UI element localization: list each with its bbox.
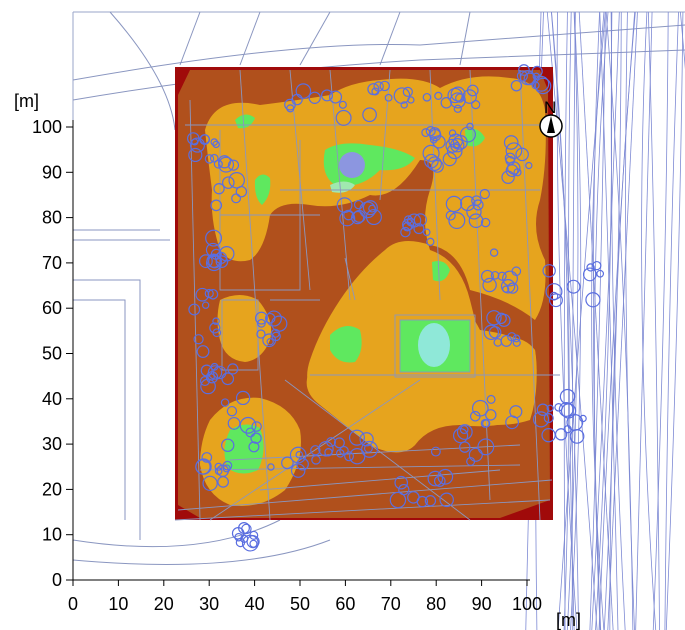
x-tick-label: 10 [108,594,128,614]
tree-cluster [188,287,222,358]
x-axis-unit-label: [m] [556,610,581,630]
street-line [568,11,575,630]
street-line [680,11,685,70]
x-tick-label: 20 [154,594,174,614]
y-tick-label: 80 [42,208,62,228]
y-tick-label: 40 [42,389,62,409]
tree-cluster [231,521,260,552]
street-line [591,11,605,630]
x-tick-label: 70 [381,594,401,614]
tree-cluster [425,122,476,153]
street-line [665,11,684,630]
street-line [570,11,582,630]
x-tick-label: 100 [512,594,542,614]
street-line [592,11,602,630]
x-tick-label: 40 [245,594,265,614]
tree-cluster [220,390,262,453]
tree-cluster [421,128,465,173]
tree-cluster [195,452,233,492]
tree-cluster [430,410,495,466]
tree-cluster [199,362,239,395]
x-tick-label: 60 [335,594,355,614]
tree-cluster [434,84,481,113]
tree-cluster [480,248,522,294]
tree-cluster [267,441,334,478]
tree-cluster [510,64,552,95]
street-line [652,11,669,630]
tree-cluster [445,188,491,230]
x-axis-ticks: 0 10 20 30 40 50 60 70 80 90 100 [68,580,542,614]
tree-clusters [187,64,605,552]
tree-cluster [501,135,533,184]
street-line [603,11,622,630]
street-line [647,11,660,630]
north-arrow-icon: N [539,98,563,138]
site-structure-lines [174,69,560,521]
x-tick-label: 30 [199,594,219,614]
street-line [556,11,578,630]
tree-cluster [532,402,587,444]
street-line [664,11,679,630]
y-tick-label: 0 [52,570,62,590]
street-line [551,11,569,630]
y-axis-unit-label: [m] [14,91,39,111]
street-line [557,11,606,630]
north-label: N [544,98,556,117]
tree-cluster [367,80,432,109]
street-line [605,11,634,630]
x-tick-label: 0 [68,594,78,614]
tree-cluster [254,310,288,348]
street-line [641,11,657,630]
tree-cluster [542,260,605,308]
street-line [589,11,606,630]
tree-cluster [389,468,454,509]
tree-cluster [400,213,435,246]
right-side-lines [525,11,685,630]
y-axis-ticks: 0 10 20 30 40 50 60 70 80 90 100 [32,117,73,590]
tree-cluster [336,197,382,227]
y-tick-label: 10 [42,525,62,545]
y-tick-label: 20 [42,479,62,499]
street-line [593,11,609,630]
tree-cluster [187,132,220,164]
tree-cluster [284,83,377,126]
street-line [610,11,626,630]
y-tick-label: 50 [42,344,62,364]
street-line [578,11,614,630]
y-tick-label: 30 [42,434,62,454]
street-line [607,11,638,630]
y-tick-label: 70 [42,253,62,273]
tree-cluster [326,429,379,465]
street-line [598,11,636,630]
surrounding-street-lines [72,11,685,565]
x-tick-label: 80 [426,594,446,614]
tree-cluster [210,155,248,212]
x-tick-label: 90 [472,594,492,614]
street-line [546,11,598,630]
tree-cluster [483,310,521,347]
x-tick-label: 50 [290,594,310,614]
y-tick-label: 100 [32,117,62,137]
tree-cluster [198,229,235,272]
y-tick-label: 90 [42,162,62,182]
y-tick-label: 60 [42,298,62,318]
